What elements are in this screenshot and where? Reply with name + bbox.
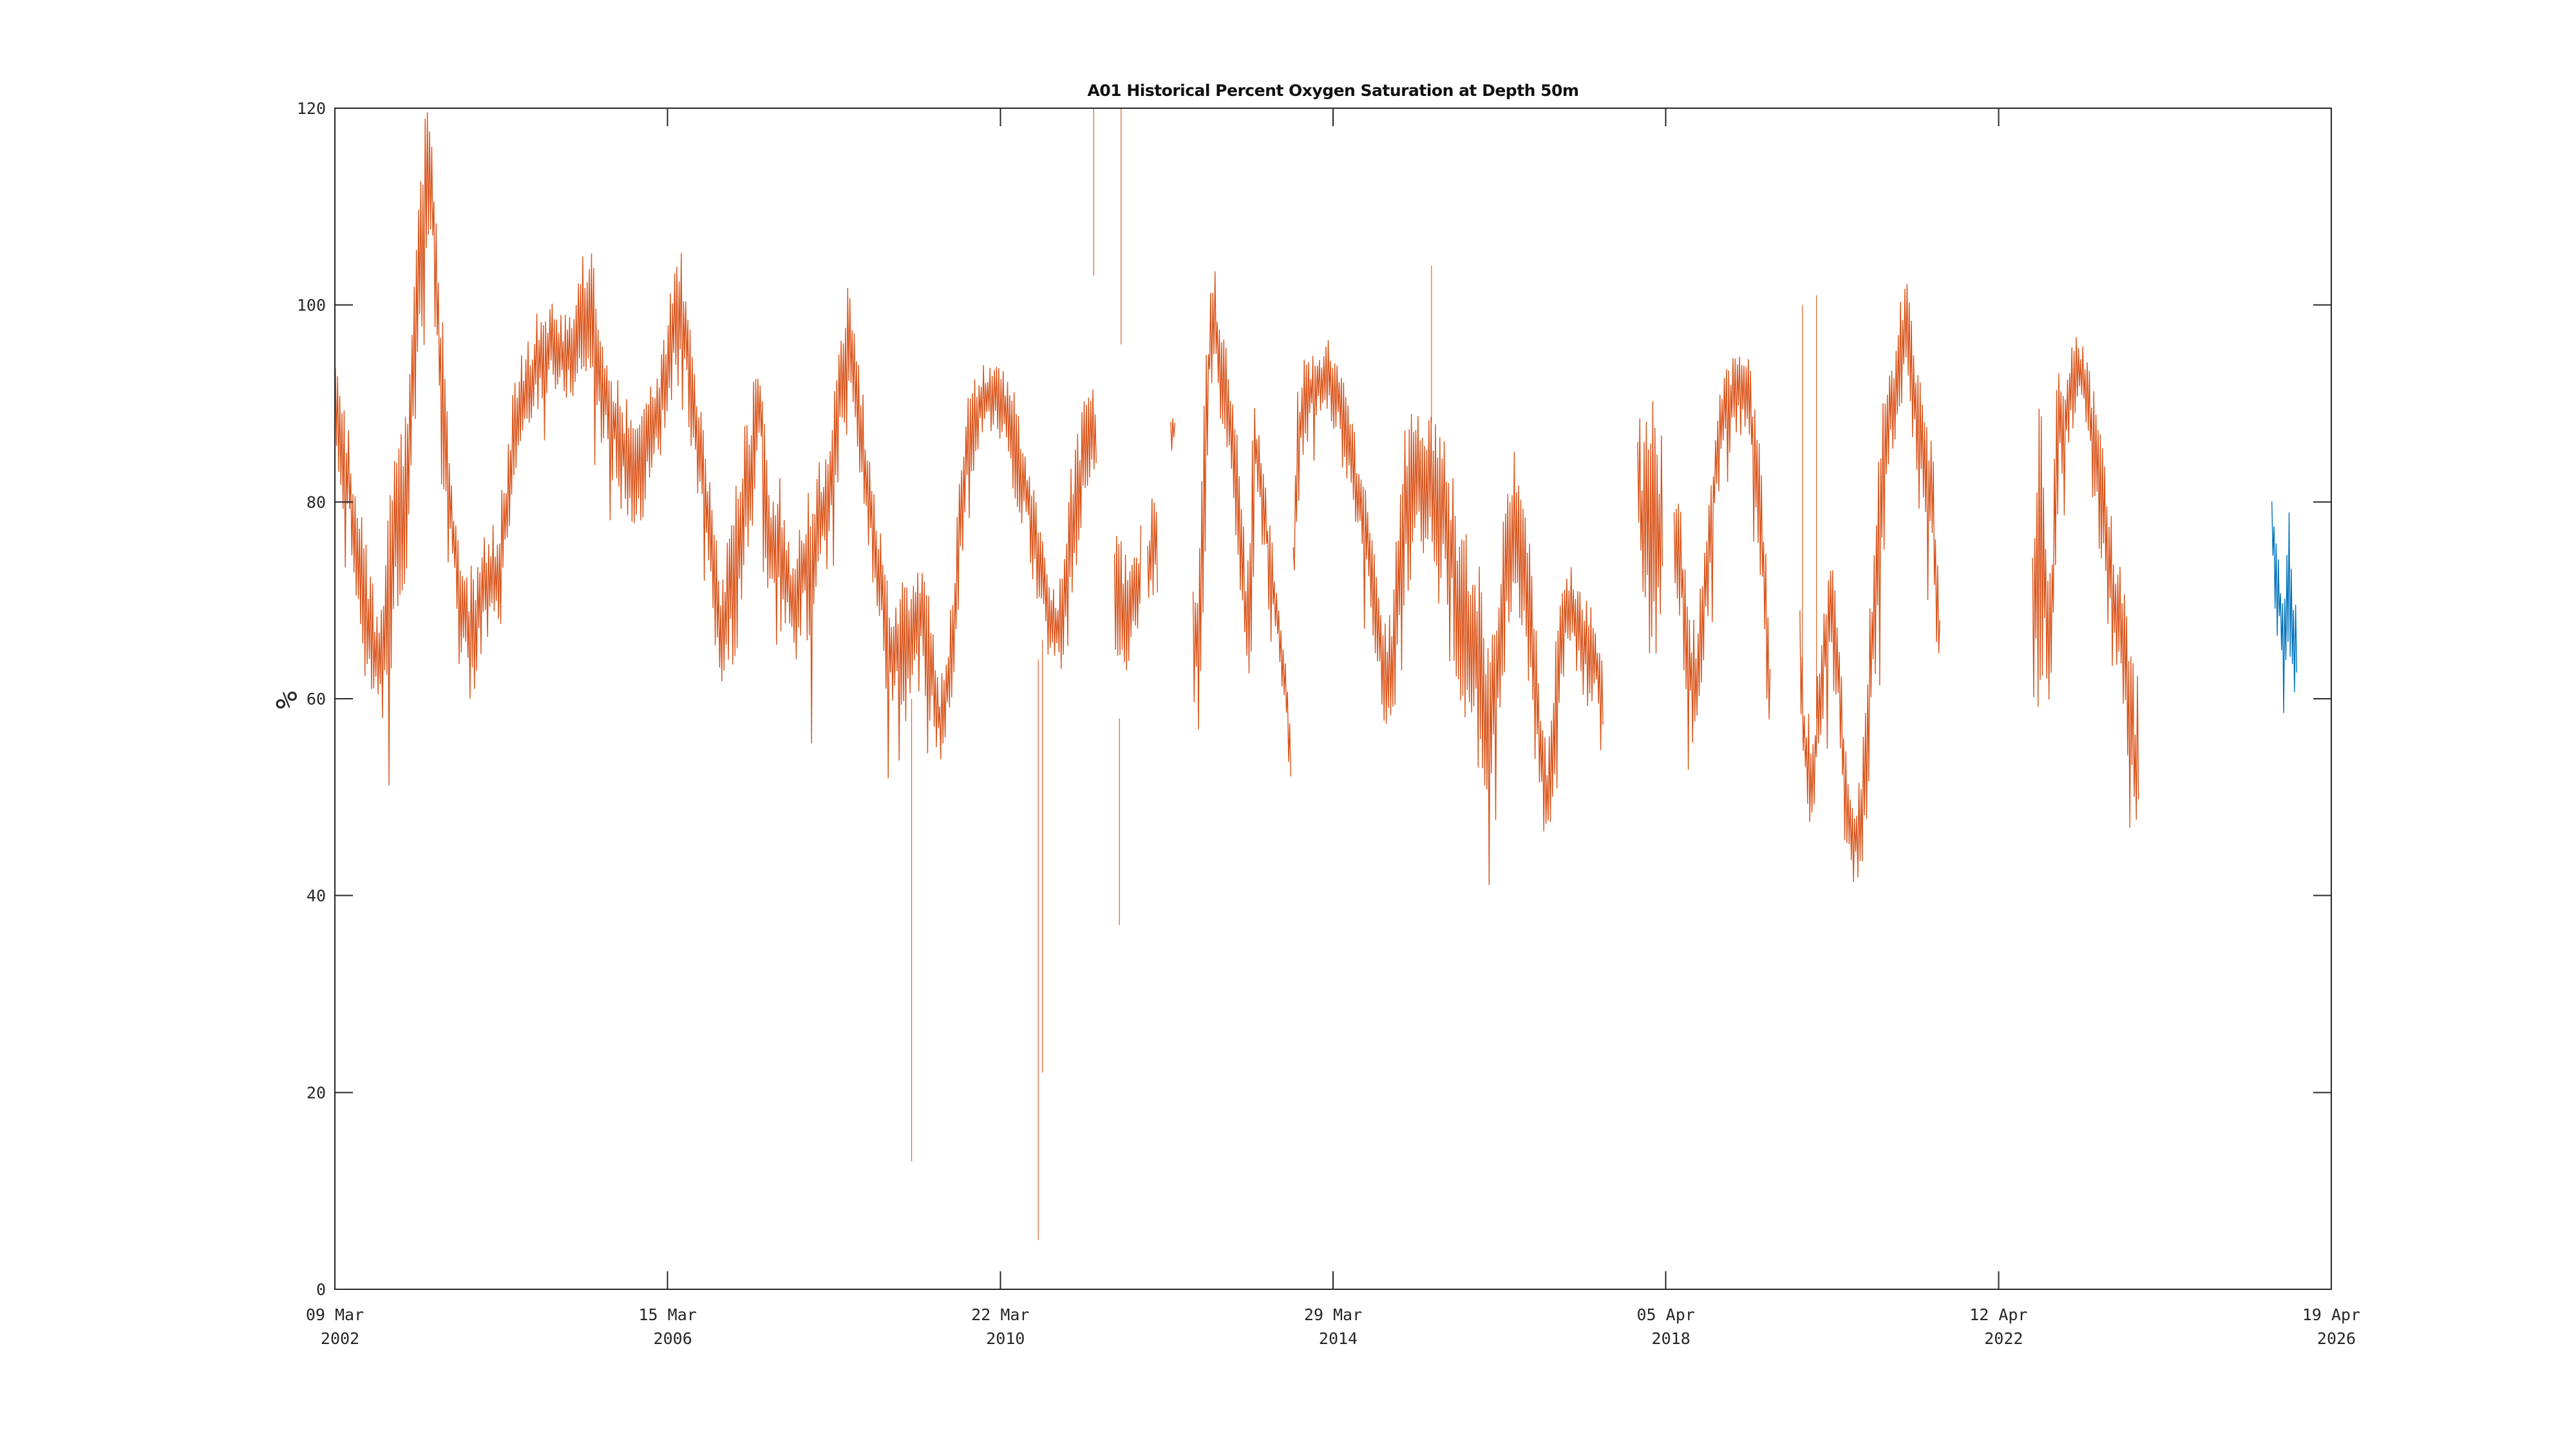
x-tick-label-year: 2014	[1319, 1329, 1358, 1348]
y-tick-label: 60	[307, 690, 326, 708]
x-tick-label-year: 2002	[321, 1329, 359, 1348]
tick-labels: 0 20 40 60 80 100 120 09 Mar 2002 15 Mar 2006 22 Ma…	[297, 99, 2360, 1348]
y-tick-label: 80	[307, 493, 326, 511]
x-tick-label-year: 2018	[1652, 1329, 1690, 1348]
x-tick-label-year: 2026	[2317, 1329, 2356, 1348]
y-tick-label: 100	[297, 296, 326, 315]
chart-title: A01 Historical Percent Oxygen Saturation…	[1087, 81, 1579, 100]
x-tick-label-date: 15 Mar	[639, 1305, 697, 1324]
series-historical-oxygen-saturation	[335, 108, 2139, 1240]
series-layer	[335, 108, 2297, 1240]
y-tick-label: 0	[316, 1280, 326, 1299]
x-tick-label-year: 2006	[654, 1329, 692, 1348]
axes	[334, 108, 2332, 1290]
x-tick-label-date: 29 Mar	[1304, 1305, 1362, 1324]
x-tick-label-date: 22 Mar	[971, 1305, 1029, 1324]
y-tick-label: 120	[297, 99, 326, 118]
y-tick-label: 20	[307, 1083, 326, 1102]
x-tick-label-date: 09 Mar	[306, 1305, 364, 1324]
x-tick-label-date: 05 Apr	[1637, 1305, 1695, 1324]
x-tick-label-date: 19 Apr	[2302, 1305, 2360, 1324]
x-tick-label-year: 2022	[1984, 1329, 2023, 1348]
series-recent-oxygen-saturation	[2271, 501, 2297, 714]
x-tick-label-year: 2010	[986, 1329, 1025, 1348]
y-tick-label: 40	[307, 887, 326, 905]
x-tick-label-date: 12 Apr	[1969, 1305, 2027, 1324]
